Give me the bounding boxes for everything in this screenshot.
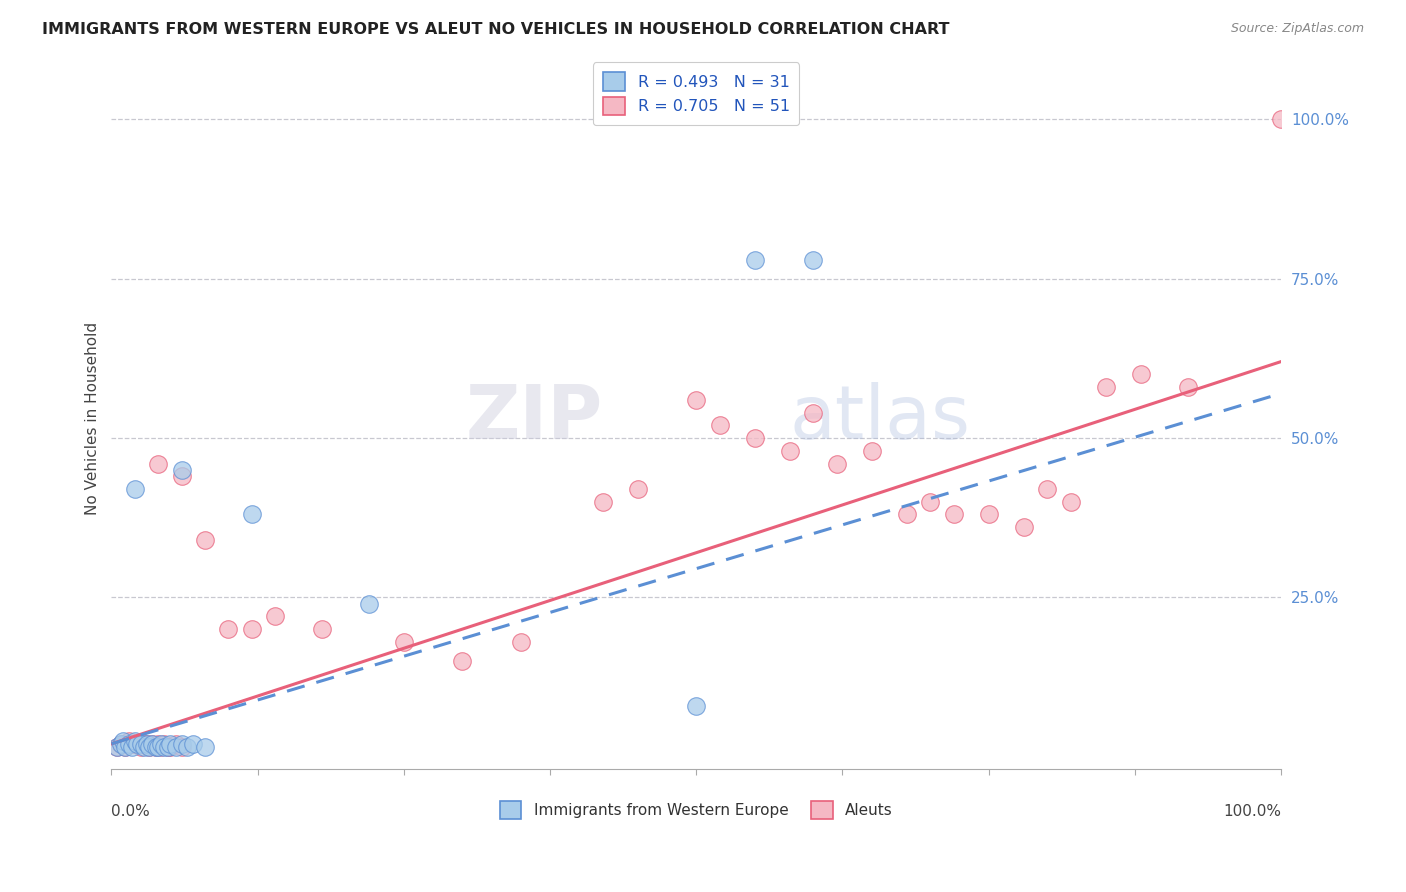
Point: [149, 739, 172, 754]
Point: [121, 739, 143, 754]
Point: [138, 739, 160, 754]
Text: 0.0%: 0.0%: [111, 805, 150, 820]
Point: [129, 737, 152, 751]
Point: [135, 737, 157, 751]
Point: [1270, 112, 1292, 127]
Point: [240, 508, 263, 522]
Point: [176, 739, 198, 754]
Text: ZIP: ZIP: [465, 383, 603, 456]
Point: [148, 737, 170, 751]
Point: [138, 739, 160, 754]
Point: [1177, 380, 1199, 394]
Point: [392, 635, 415, 649]
Point: [801, 252, 824, 267]
Point: [145, 739, 167, 754]
Point: [170, 463, 193, 477]
Point: [181, 737, 204, 751]
Point: [709, 418, 731, 433]
Point: [105, 739, 128, 754]
Point: [1094, 380, 1116, 394]
Point: [1012, 520, 1035, 534]
Text: 100.0%: 100.0%: [1223, 805, 1281, 820]
Point: [1129, 368, 1152, 382]
Point: [134, 739, 156, 754]
Point: [685, 392, 707, 407]
Point: [118, 733, 141, 747]
Point: [170, 739, 193, 754]
Point: [145, 739, 167, 754]
Point: [264, 609, 287, 624]
Point: [165, 737, 187, 751]
Point: [156, 739, 179, 754]
Point: [114, 739, 136, 754]
Point: [127, 737, 149, 751]
Point: [451, 654, 474, 668]
Point: [194, 533, 217, 547]
Point: [105, 739, 128, 754]
Point: [153, 739, 176, 754]
Point: [121, 737, 143, 751]
Point: [135, 737, 157, 751]
Point: [118, 737, 141, 751]
Point: [129, 739, 152, 754]
Point: [156, 739, 179, 754]
Point: [153, 737, 176, 751]
Point: [134, 737, 156, 751]
Point: [311, 622, 333, 636]
Point: [170, 469, 193, 483]
Text: IMMIGRANTS FROM WESTERN EUROPE VS ALEUT NO VEHICLES IN HOUSEHOLD CORRELATION CHA: IMMIGRANTS FROM WESTERN EUROPE VS ALEUT …: [42, 22, 949, 37]
Point: [977, 508, 1000, 522]
Point: [112, 733, 135, 747]
Text: atlas: atlas: [790, 383, 970, 456]
Point: [170, 737, 193, 751]
Point: [148, 457, 170, 471]
Legend: Immigrants from Western Europe, Aleuts: Immigrants from Western Europe, Aleuts: [494, 795, 898, 825]
Point: [141, 737, 163, 751]
Point: [801, 405, 824, 419]
Point: [744, 252, 766, 267]
Point: [217, 622, 239, 636]
Point: [127, 737, 149, 751]
Point: [148, 739, 170, 754]
Point: [592, 494, 614, 508]
Point: [920, 494, 942, 508]
Point: [240, 622, 263, 636]
Point: [825, 457, 848, 471]
Point: [627, 482, 650, 496]
Point: [114, 739, 136, 754]
Text: Source: ZipAtlas.com: Source: ZipAtlas.com: [1230, 22, 1364, 36]
Point: [124, 737, 146, 751]
Point: [357, 597, 380, 611]
Point: [685, 698, 707, 713]
Point: [110, 737, 132, 751]
Point: [124, 733, 146, 747]
Point: [110, 737, 132, 751]
Point: [194, 739, 217, 754]
Point: [942, 508, 965, 522]
Point: [1059, 494, 1081, 508]
Point: [149, 737, 172, 751]
Point: [159, 739, 181, 754]
Point: [124, 482, 146, 496]
Point: [112, 737, 135, 751]
Point: [779, 443, 801, 458]
Point: [509, 635, 531, 649]
Point: [159, 737, 181, 751]
Point: [1036, 482, 1059, 496]
Point: [165, 739, 187, 754]
Point: [860, 443, 883, 458]
Point: [141, 737, 163, 751]
Point: [744, 431, 766, 445]
Point: [896, 508, 918, 522]
Y-axis label: No Vehicles in Household: No Vehicles in Household: [86, 322, 100, 516]
